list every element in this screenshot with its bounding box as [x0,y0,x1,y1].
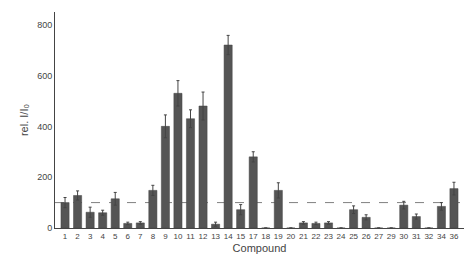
svg-text:21: 21 [299,232,308,241]
svg-text:Compound: Compound [233,242,287,254]
svg-text:15: 15 [236,232,245,241]
svg-text:31: 31 [412,232,421,241]
svg-text:200: 200 [37,172,52,182]
svg-text:30: 30 [399,232,408,241]
svg-text:6: 6 [126,232,131,241]
svg-text:14: 14 [224,232,233,241]
svg-text:22: 22 [312,232,321,241]
svg-text:600: 600 [37,71,52,81]
svg-text:26: 26 [362,232,371,241]
svg-text:32: 32 [424,232,433,241]
svg-text:23: 23 [324,232,333,241]
svg-text:800: 800 [37,20,52,30]
svg-text:4: 4 [100,232,105,241]
svg-text:5: 5 [113,232,118,241]
svg-text:17: 17 [249,232,258,241]
svg-text:2: 2 [75,232,80,241]
svg-text:7: 7 [138,232,143,241]
svg-text:19: 19 [274,232,283,241]
svg-text:29: 29 [387,232,396,241]
svg-text:11: 11 [186,232,195,241]
svg-text:1: 1 [63,232,68,241]
svg-text:36: 36 [450,232,459,241]
svg-text:10: 10 [173,232,182,241]
svg-text:13: 13 [211,232,220,241]
svg-text:27: 27 [374,232,383,241]
svg-text:400: 400 [37,122,52,132]
svg-text:8: 8 [151,232,156,241]
svg-text:34: 34 [437,232,446,241]
svg-text:9: 9 [163,232,168,241]
svg-text:25: 25 [349,232,358,241]
svg-text:12: 12 [199,232,208,241]
svg-text:rel. I/I₀: rel. I/I₀ [18,104,30,136]
svg-text:18: 18 [261,232,270,241]
svg-text:0: 0 [47,223,52,233]
svg-text:20: 20 [286,232,295,241]
svg-text:3: 3 [88,232,93,241]
svg-text:24: 24 [337,232,346,241]
